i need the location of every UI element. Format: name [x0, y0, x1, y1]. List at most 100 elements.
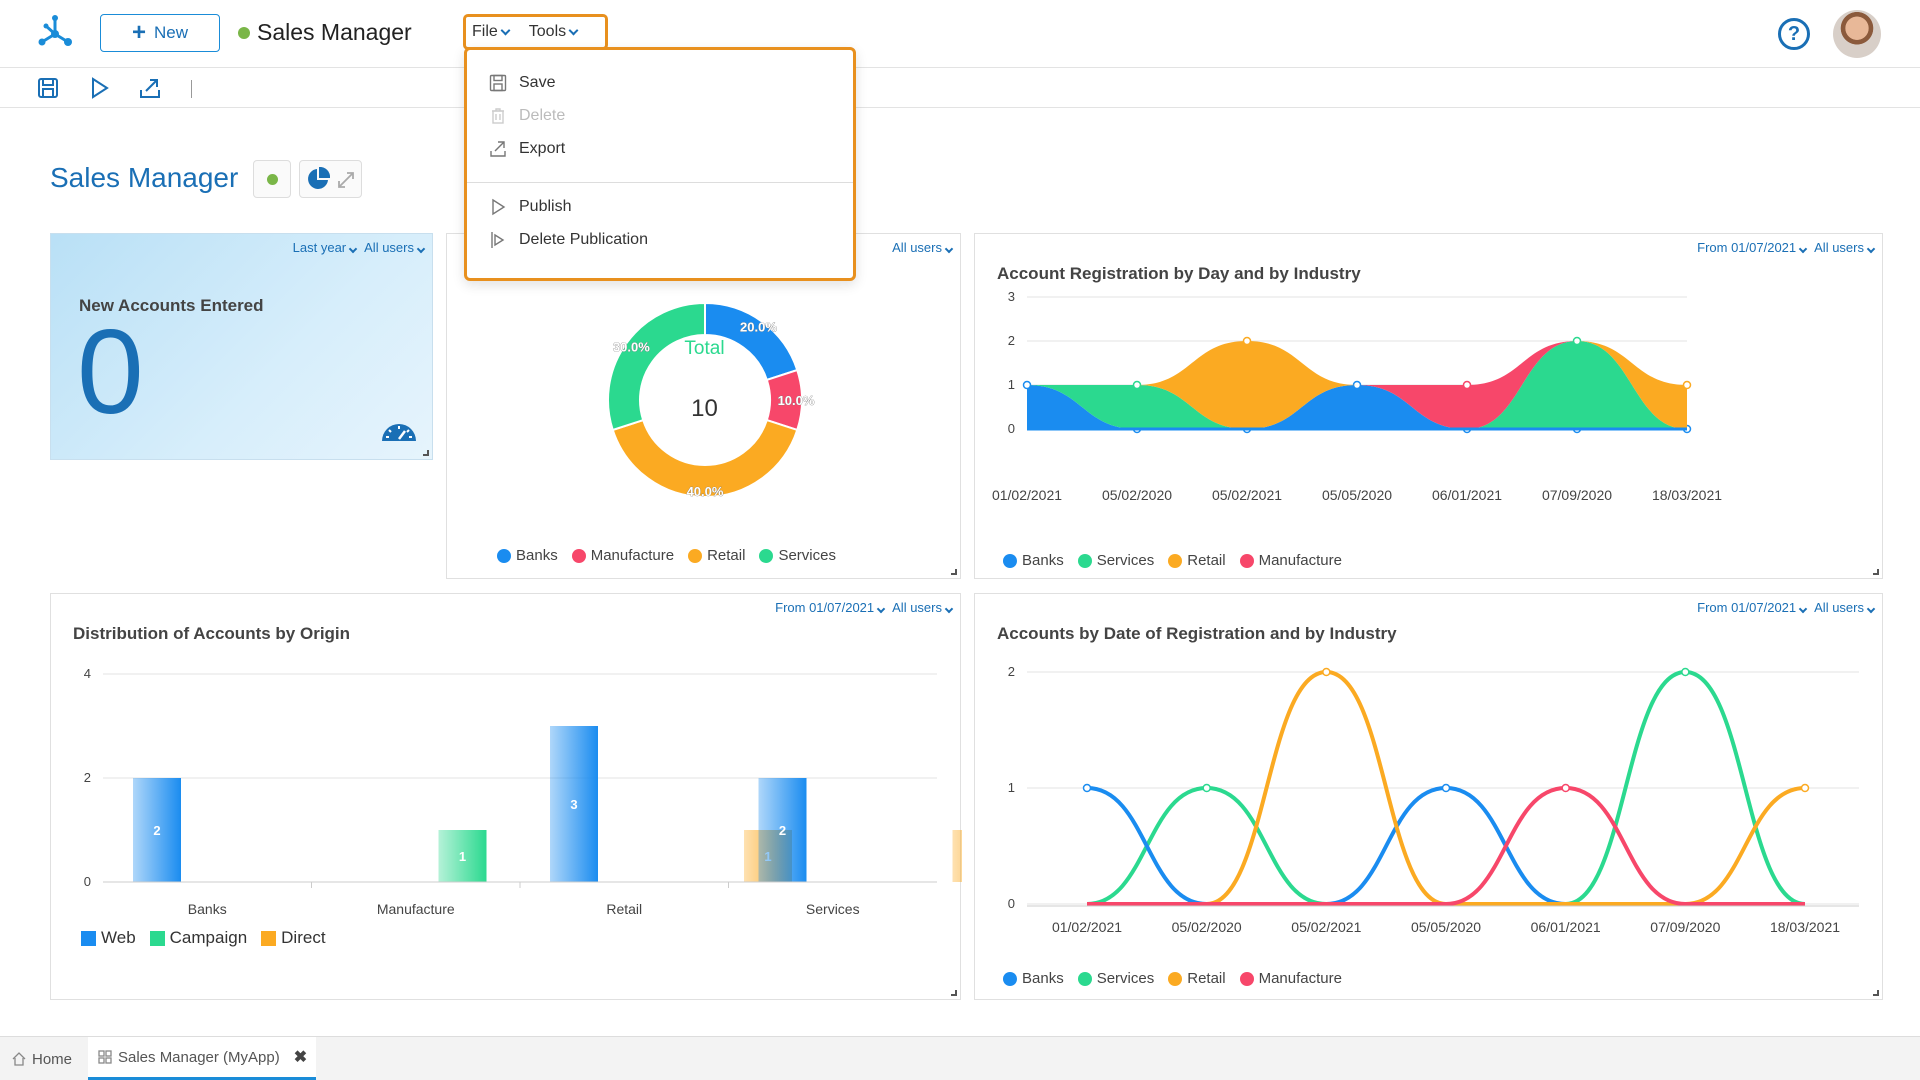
x-tick-label: 05/02/2020: [1172, 919, 1242, 935]
legend-label: Manufacture: [590, 547, 675, 564]
play-icon: [492, 198, 506, 216]
filter-users-label: All users: [1814, 240, 1864, 255]
legend-item[interactable]: Retail: [1168, 970, 1226, 987]
y-tick-label: 0: [1008, 896, 1015, 911]
legend-item[interactable]: Retail: [1168, 552, 1226, 569]
legend-item[interactable]: Manufacture: [1239, 552, 1342, 569]
x-tick-label: Services: [806, 901, 860, 917]
x-tick-label: 05/05/2020: [1411, 919, 1481, 935]
resize-handle[interactable]: [1873, 569, 1879, 575]
legend-item[interactable]: Manufacture: [1239, 970, 1342, 987]
bar-chart-legend: Web Campaign Direct: [81, 928, 326, 948]
legend-item[interactable]: Web: [81, 928, 136, 948]
close-icon[interactable]: ✖: [293, 1049, 308, 1066]
y-tick-label: 2: [1008, 664, 1015, 679]
menu-file-label: File: [472, 23, 498, 40]
legend-item[interactable]: Direct: [261, 928, 326, 948]
trash-icon: [492, 108, 504, 124]
legend-item[interactable]: Retail: [688, 547, 745, 564]
line-chart-title: Accounts by Date of Registration and by …: [997, 624, 1397, 643]
menu-item-save[interactable]: Save: [489, 74, 555, 92]
menu-item-delete-label: Delete: [519, 107, 566, 124]
legend-item[interactable]: Services: [759, 547, 836, 564]
legend-item[interactable]: Campaign: [149, 928, 248, 948]
filter-users-label: All users: [364, 240, 414, 255]
legend-item[interactable]: Banks: [1003, 552, 1064, 569]
resize-handle[interactable]: [1873, 990, 1879, 996]
donut-slice-label: 30.0%: [613, 340, 650, 355]
tab-home-label: Home: [32, 1050, 73, 1068]
app-title: Sales Manager: [257, 19, 412, 45]
legend-swatch: [688, 548, 703, 563]
x-tick-label: 05/02/2021: [1212, 487, 1282, 503]
legend-label: Services: [1096, 552, 1155, 569]
legend-swatch: [149, 930, 165, 946]
save-icon[interactable]: [36, 76, 60, 100]
legend-label: Campaign: [169, 928, 248, 947]
donut-slice-label: 40.0%: [687, 484, 724, 499]
legend-item[interactable]: Services: [1077, 552, 1155, 569]
legend-swatch: [497, 548, 511, 563]
legend-swatch: [1003, 553, 1017, 568]
legend-swatch: [1077, 553, 1092, 568]
filter-users[interactable]: All users: [892, 600, 954, 615]
avatar[interactable]: [1833, 10, 1881, 58]
menu-item-publish-label: Publish: [519, 198, 572, 215]
chart-view-button[interactable]: [299, 160, 362, 198]
tab-sales-manager[interactable]: Sales Manager (MyApp) ✖: [88, 1037, 316, 1080]
y-tick-label: 3: [1008, 289, 1015, 304]
tab-home[interactable]: Home: [12, 1037, 86, 1080]
gauge-icon[interactable]: [380, 415, 418, 445]
menu-item-delete-publication[interactable]: Delete Publication: [489, 231, 648, 249]
legend-item[interactable]: Services: [1077, 970, 1154, 987]
area-series-retail: [1027, 341, 1687, 429]
menu-file[interactable]: File: [472, 23, 511, 41]
menu-item-publish[interactable]: Publish: [489, 198, 571, 216]
menu-item-save-label: Save: [519, 74, 556, 91]
data-point: [1800, 783, 1810, 793]
help-icon[interactable]: ?: [1778, 18, 1810, 50]
play-icon[interactable]: [87, 76, 111, 100]
filter-date[interactable]: From 01/07/2021: [1697, 240, 1808, 255]
donut-center-label: Total: [684, 338, 725, 359]
legend-item[interactable]: Manufacture: [571, 547, 675, 564]
kpi-value: 0: [77, 305, 144, 439]
filter-date[interactable]: From 01/07/2021: [1697, 600, 1808, 615]
filter-users[interactable]: All users: [1814, 240, 1876, 255]
bar-banks-web: [133, 778, 181, 882]
export-icon[interactable]: [138, 76, 162, 100]
legend-item[interactable]: Banks: [1003, 970, 1064, 987]
toolbar: [0, 68, 1920, 108]
status-dot-icon: [267, 174, 278, 185]
filter-date-label: From 01/07/2021: [775, 600, 875, 615]
resize-handle[interactable]: [951, 569, 957, 575]
donut-chart: 20.0% 10.0% 40.0% 30.0%: [607, 301, 815, 499]
legend-swatch: [759, 548, 774, 563]
widget-filters: From 01/07/2021 All users: [775, 600, 954, 615]
kpi-widget: Last year All users New Accounts Entered…: [50, 233, 433, 460]
filter-period[interactable]: Last year: [293, 240, 358, 255]
resize-handle[interactable]: [951, 990, 957, 996]
menu-item-export[interactable]: Export: [489, 140, 565, 158]
filter-date[interactable]: From 01/07/2021: [775, 600, 886, 615]
app-logo[interactable]: [34, 12, 76, 54]
bar-services-web: [758, 778, 807, 882]
y-tick-label: 0: [84, 874, 91, 889]
resize-handle[interactable]: [423, 450, 429, 456]
filter-users[interactable]: All users: [364, 240, 426, 255]
bar-chart: 024Banks2Manufacture1Retail31Services21: [84, 666, 962, 917]
filter-date-label: From 01/07/2021: [1697, 600, 1797, 615]
legend-swatch: [571, 548, 586, 563]
menu-tools[interactable]: Tools: [529, 23, 579, 41]
filter-users[interactable]: All users: [892, 240, 954, 255]
status-button[interactable]: [253, 160, 291, 198]
menu-item-delete: Delete: [489, 107, 565, 125]
y-tick-label: 1: [1008, 377, 1015, 392]
bar-value-label: 2: [779, 823, 786, 838]
area-chart-title: Account Registration by Day and by Indus…: [997, 264, 1361, 283]
new-button[interactable]: + New: [100, 14, 220, 52]
filter-users[interactable]: All users: [1814, 600, 1876, 615]
legend-label: Banks: [1022, 970, 1064, 987]
x-tick-label: 07/09/2020: [1650, 919, 1720, 935]
legend-item[interactable]: Banks: [497, 547, 558, 564]
